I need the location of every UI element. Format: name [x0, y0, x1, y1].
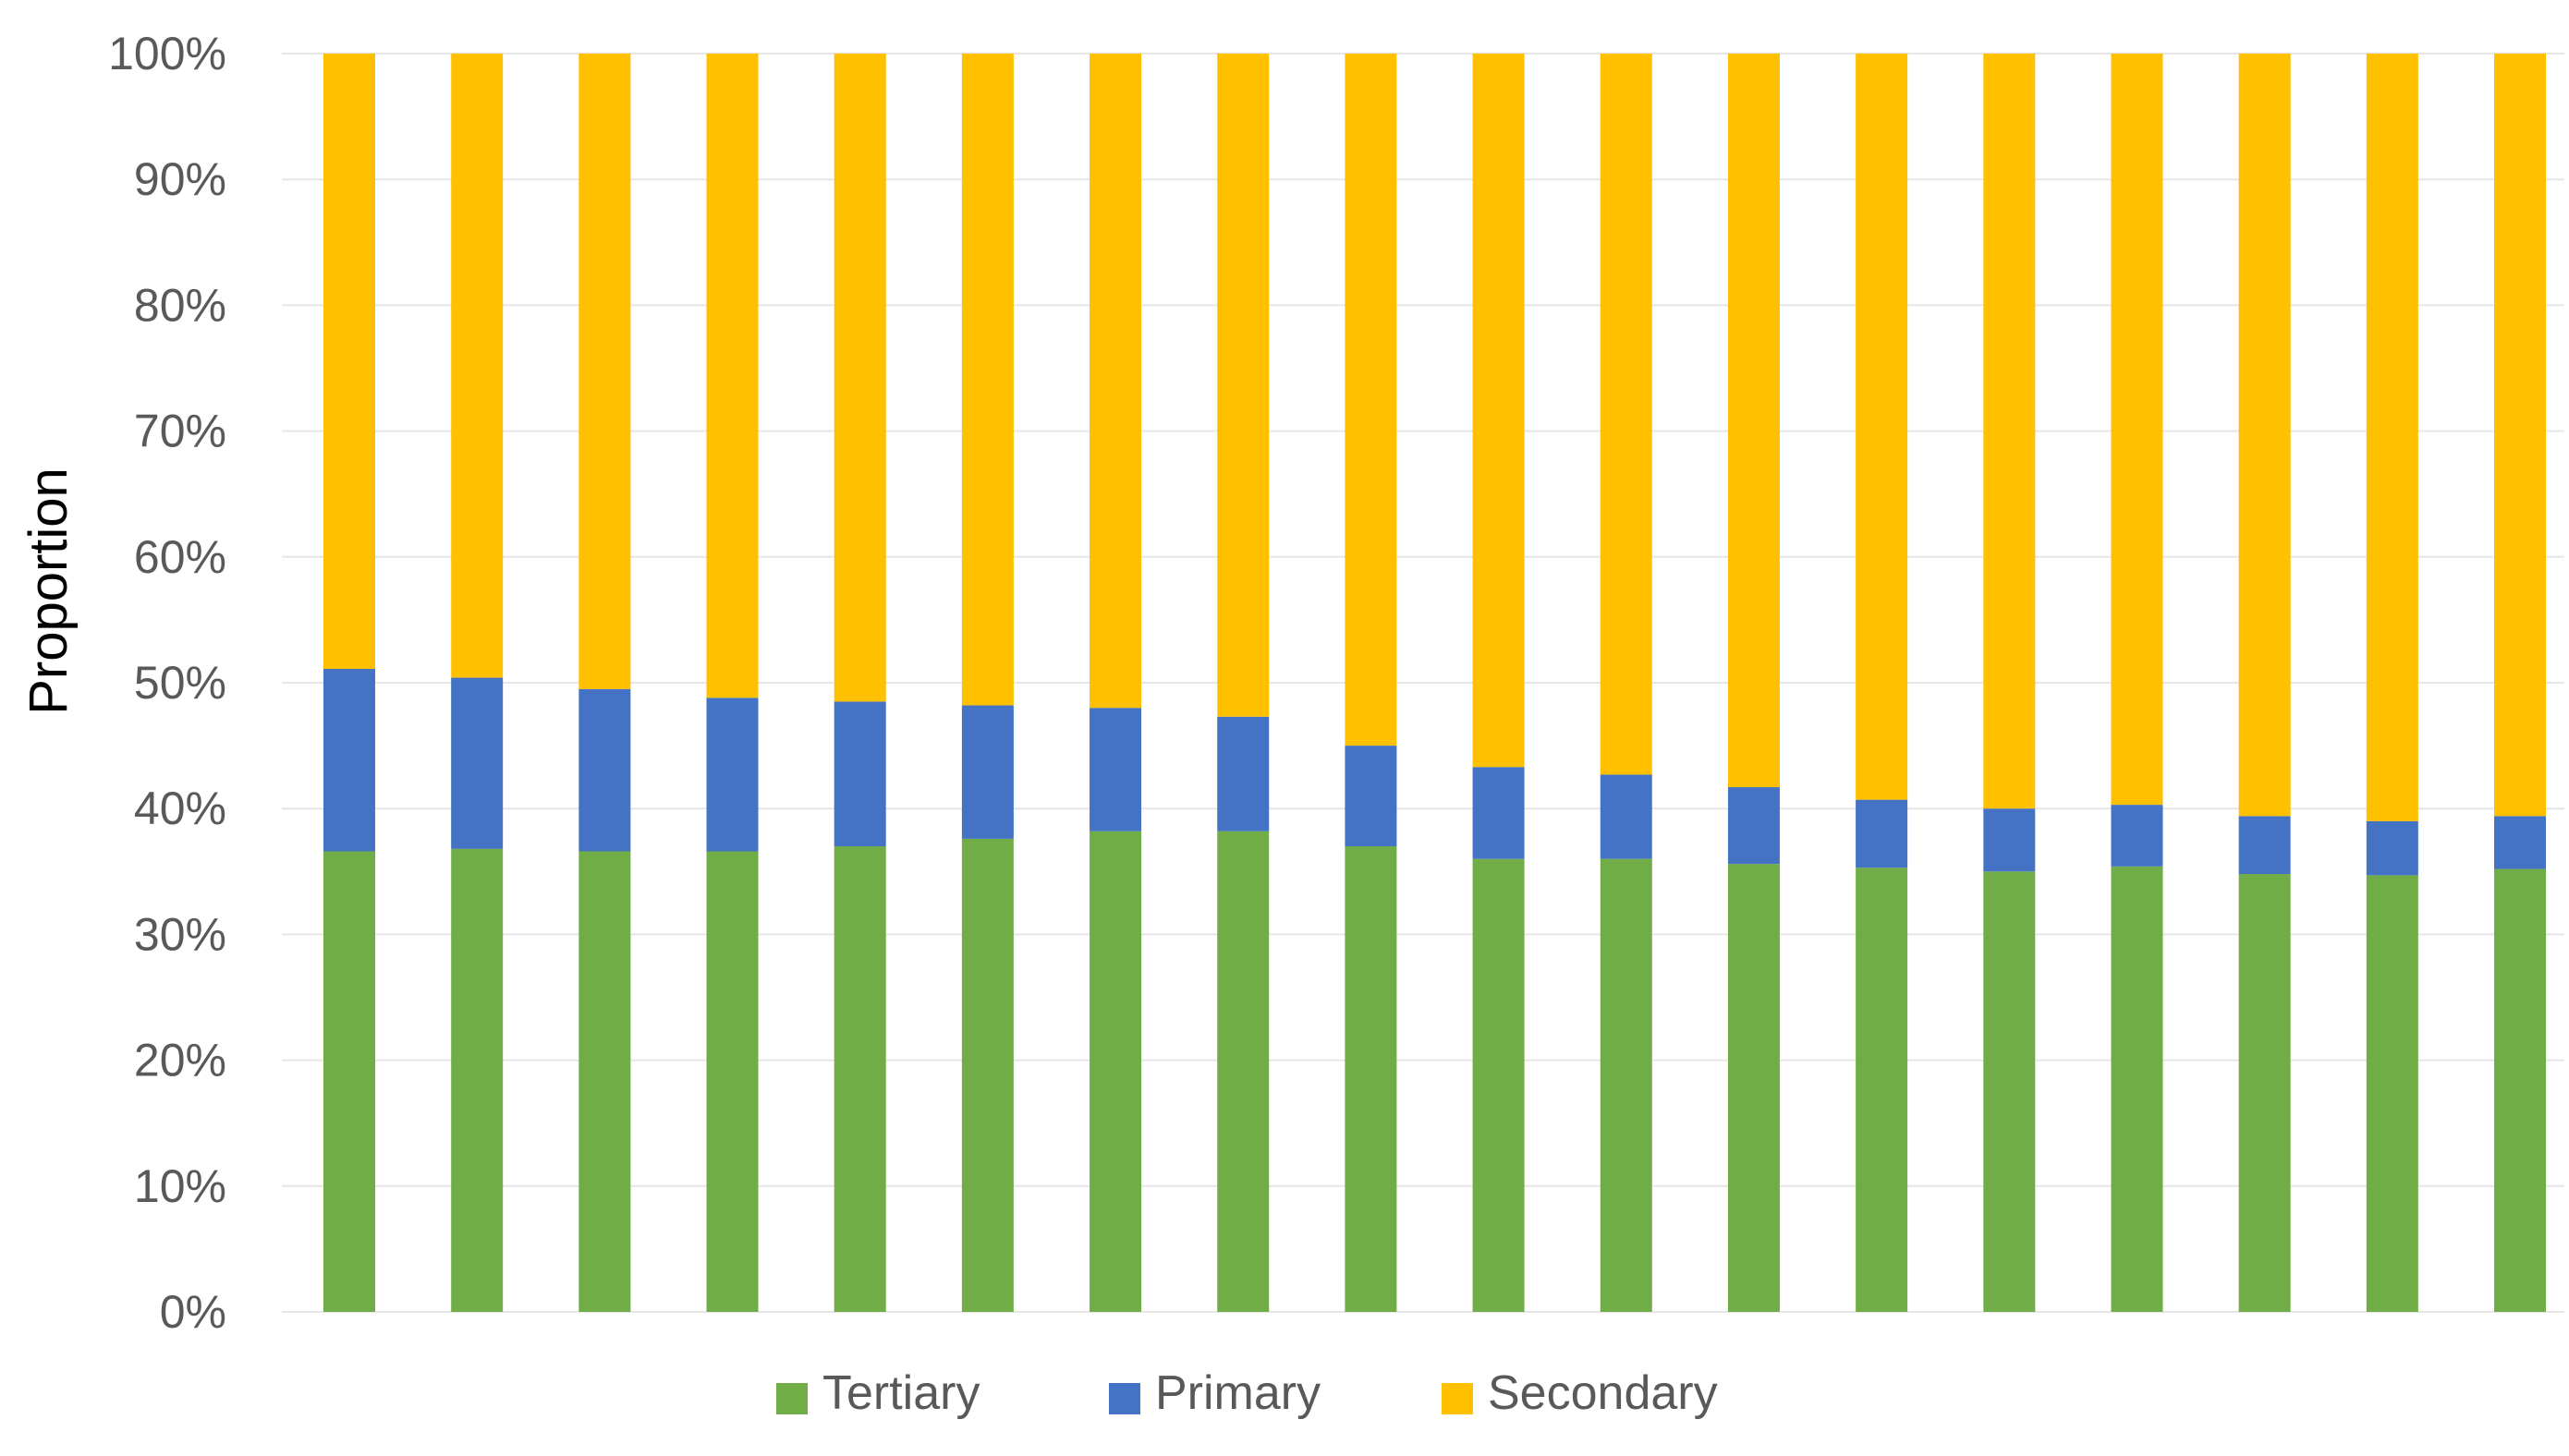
bar-primary-4 — [706, 698, 759, 852]
bar-secondary-13 — [1856, 54, 1908, 800]
bar-stack-8 — [1217, 54, 1270, 1312]
legend-label-secondary: Secondary — [1488, 1366, 1718, 1420]
bar-primary-16 — [2238, 816, 2291, 875]
bar-tertiary-18 — [2494, 868, 2546, 1312]
bar-primary-18 — [2494, 816, 2546, 869]
bar-secondary-8 — [1217, 54, 1270, 717]
bar-stack-10 — [1472, 54, 1525, 1312]
bar-stack-17 — [2366, 54, 2418, 1312]
legend-item-primary: Primary — [1109, 1366, 1321, 1420]
bar-primary-3 — [578, 688, 631, 852]
bar-secondary-12 — [1727, 54, 1780, 788]
bar-tertiary-2 — [451, 848, 504, 1312]
bar-secondary-11 — [1600, 54, 1652, 775]
bars — [323, 54, 2546, 1312]
bar-primary-7 — [1090, 708, 1142, 831]
bar-secondary-4 — [706, 54, 759, 698]
bar-primary-11 — [1600, 774, 1652, 859]
legend-item-secondary: Secondary — [1442, 1366, 1718, 1420]
bar-primary-6 — [961, 705, 1014, 839]
bar-secondary-14 — [1983, 54, 2036, 809]
bar-primary-12 — [1727, 787, 1780, 865]
bar-tertiary-17 — [2366, 875, 2418, 1312]
bar-stack-13 — [1856, 54, 1908, 1312]
legend-swatch-secondary — [1442, 1383, 1473, 1414]
bar-primary-1 — [323, 669, 375, 852]
y-tick-label: 50% — [134, 657, 226, 709]
y-tick-label: 100% — [108, 28, 226, 79]
y-axis-ticks: 0% 10% 20% 30% 40% 50% 60% 70% 80% 90% 100% — [108, 28, 226, 1338]
legend-label-primary: Primary — [1155, 1366, 1321, 1420]
bar-tertiary-8 — [1217, 831, 1270, 1312]
bar-stack-16 — [2238, 54, 2291, 1312]
bar-primary-9 — [1345, 746, 1397, 847]
bar-primary-5 — [834, 701, 886, 847]
bar-primary-10 — [1472, 767, 1525, 859]
bar-tertiary-12 — [1727, 864, 1780, 1312]
bar-secondary-3 — [578, 54, 631, 689]
bar-tertiary-14 — [1983, 871, 2036, 1312]
bar-stack-14 — [1983, 54, 2036, 1312]
bar-tertiary-6 — [961, 838, 1014, 1312]
bar-stack-9 — [1345, 54, 1397, 1312]
bar-secondary-16 — [2238, 54, 2291, 817]
bar-primary-14 — [1983, 808, 2036, 872]
legend-swatch-tertiary — [776, 1383, 808, 1414]
bar-stack-11 — [1600, 54, 1652, 1312]
y-tick-label: 10% — [134, 1160, 226, 1212]
y-tick-label: 70% — [134, 406, 226, 457]
bar-primary-17 — [2366, 820, 2418, 876]
bar-tertiary-13 — [1856, 868, 1908, 1312]
bar-secondary-5 — [834, 54, 886, 702]
bar-secondary-7 — [1090, 54, 1142, 709]
bar-secondary-6 — [961, 54, 1014, 706]
bar-stack-3 — [578, 54, 631, 1312]
bar-secondary-18 — [2494, 54, 2546, 817]
bar-stack-15 — [2111, 54, 2163, 1312]
legend: Tertiary Primary Secondary — [776, 1366, 1718, 1420]
y-tick-label: 0% — [160, 1286, 226, 1338]
bar-stack-6 — [961, 54, 1014, 1312]
bar-tertiary-4 — [706, 851, 759, 1312]
bar-stack-4 — [706, 54, 759, 1312]
bar-tertiary-9 — [1345, 846, 1397, 1312]
y-tick-label: 30% — [134, 908, 226, 960]
y-tick-label: 60% — [134, 531, 226, 583]
bar-tertiary-3 — [578, 851, 631, 1312]
bar-primary-2 — [451, 677, 504, 849]
bar-tertiary-7 — [1090, 831, 1142, 1312]
bar-tertiary-15 — [2111, 866, 2163, 1312]
bar-secondary-9 — [1345, 54, 1397, 746]
bar-primary-8 — [1217, 716, 1270, 831]
bar-secondary-10 — [1472, 54, 1525, 768]
bar-stack-7 — [1090, 54, 1142, 1312]
bar-stack-2 — [451, 54, 504, 1312]
bar-stack-12 — [1727, 54, 1780, 1312]
legend-item-tertiary: Tertiary — [776, 1366, 980, 1420]
bar-stack-5 — [834, 54, 886, 1312]
bar-primary-15 — [2111, 805, 2163, 867]
bar-secondary-17 — [2366, 54, 2418, 821]
bar-tertiary-10 — [1472, 858, 1525, 1312]
bar-tertiary-1 — [323, 851, 375, 1312]
y-tick-label: 80% — [134, 279, 226, 331]
y-tick-label: 40% — [134, 783, 226, 834]
bar-stack-1 — [323, 54, 375, 1312]
legend-label-tertiary: Tertiary — [822, 1366, 980, 1420]
bar-tertiary-11 — [1600, 858, 1652, 1312]
bar-secondary-1 — [323, 54, 375, 670]
bar-tertiary-16 — [2238, 874, 2291, 1312]
bar-secondary-15 — [2111, 54, 2163, 806]
bar-stack-18 — [2494, 54, 2546, 1312]
legend-swatch-primary — [1109, 1383, 1140, 1414]
bar-tertiary-5 — [834, 846, 886, 1312]
bar-secondary-2 — [451, 54, 504, 678]
y-tick-label: 20% — [134, 1035, 226, 1086]
gridlines — [282, 53, 2564, 1313]
y-axis-title: Proportion — [18, 467, 79, 715]
bar-primary-13 — [1856, 799, 1908, 868]
y-tick-label: 90% — [134, 153, 226, 205]
